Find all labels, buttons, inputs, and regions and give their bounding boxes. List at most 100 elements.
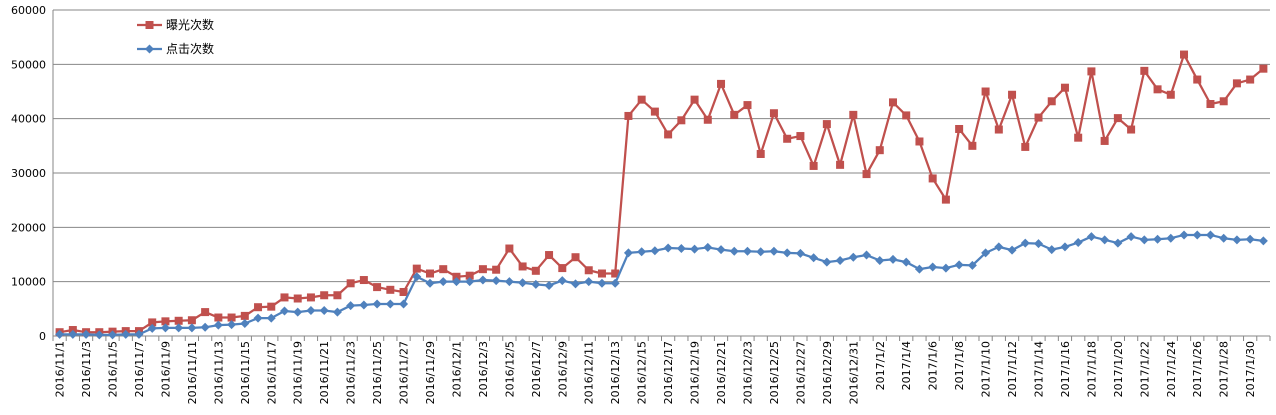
- data-point: [201, 308, 210, 317]
- data-point: [439, 265, 448, 274]
- x-tick-label: 2016/12/23: [741, 341, 754, 404]
- data-point: [571, 279, 581, 289]
- data-point: [213, 320, 223, 330]
- x-tick-label: 2017/1/6: [927, 341, 940, 390]
- data-point: [240, 311, 249, 320]
- x-tick-label: 2016/12/3: [477, 341, 490, 397]
- data-point: [888, 254, 898, 264]
- y-tick-label: 60000: [11, 4, 46, 17]
- data-point: [161, 317, 170, 326]
- data-point: [769, 109, 778, 118]
- x-tick-label: 2016/11/17: [265, 341, 278, 404]
- data-point: [637, 247, 647, 257]
- data-point: [1219, 233, 1229, 243]
- data-point: [94, 330, 104, 340]
- data-point: [1113, 238, 1123, 248]
- data-point: [545, 251, 554, 260]
- series-1: [55, 230, 1268, 340]
- data-point: [809, 161, 818, 170]
- data-point: [743, 101, 752, 110]
- data-point: [465, 277, 475, 287]
- data-point: [1100, 235, 1110, 245]
- series-0: [55, 50, 1268, 337]
- data-point: [994, 242, 1004, 252]
- data-point: [187, 316, 196, 325]
- x-tick-label: 2017/1/26: [1191, 341, 1204, 397]
- y-tick-label: 10000: [11, 276, 46, 289]
- x-tick-label: 2017/1/16: [1059, 341, 1072, 397]
- data-point: [637, 95, 646, 104]
- data-point: [359, 300, 369, 310]
- data-point: [1179, 230, 1189, 240]
- data-point: [491, 276, 501, 286]
- data-point: [968, 141, 977, 150]
- data-point: [981, 87, 990, 96]
- data-point: [862, 170, 871, 179]
- data-point: [690, 244, 700, 254]
- data-point: [148, 318, 157, 327]
- data-point: [306, 293, 315, 302]
- data-point: [663, 243, 673, 253]
- data-point: [465, 271, 474, 280]
- x-tick-label: 2016/11/25: [371, 341, 384, 404]
- series-layer: [55, 50, 1268, 340]
- x-tick-label: 2017/1/24: [1165, 341, 1178, 397]
- legend-swatch-marker: [145, 21, 154, 29]
- data-point: [928, 174, 937, 183]
- data-point: [875, 255, 885, 265]
- data-point: [836, 160, 845, 169]
- data-point: [320, 291, 329, 300]
- data-point: [557, 276, 567, 286]
- x-tick-label: 2016/12/25: [768, 341, 781, 404]
- data-point: [1008, 90, 1017, 99]
- data-point: [1060, 242, 1070, 252]
- data-point: [981, 248, 991, 258]
- x-tick-label: 2017/1/4: [900, 341, 913, 390]
- data-point: [941, 195, 950, 204]
- data-point: [928, 262, 938, 272]
- data-point: [1153, 234, 1163, 244]
- x-tick-label: 2016/12/29: [821, 341, 834, 404]
- data-point: [584, 277, 594, 287]
- x-tick-label: 2016/11/21: [318, 341, 331, 404]
- data-point: [1034, 113, 1043, 122]
- data-point: [1047, 245, 1057, 255]
- data-point: [1153, 85, 1162, 94]
- data-point: [1100, 136, 1109, 145]
- x-tick-label: 2016/11/3: [80, 341, 93, 397]
- data-point: [1140, 66, 1149, 75]
- x-tick-label: 2017/1/20: [1112, 341, 1125, 397]
- x-tick-label: 2016/12/27: [794, 341, 807, 404]
- data-point: [584, 266, 593, 275]
- data-point: [650, 107, 659, 116]
- data-point: [1258, 236, 1268, 246]
- data-point: [531, 266, 540, 275]
- data-point: [253, 313, 263, 323]
- data-point: [174, 316, 183, 325]
- x-tick-label: 2017/1/18: [1085, 341, 1098, 397]
- data-point: [1193, 75, 1202, 84]
- data-point: [240, 319, 250, 329]
- data-point: [1219, 97, 1228, 106]
- data-point: [254, 303, 263, 312]
- data-point: [1205, 230, 1215, 240]
- x-tick-label: 2017/1/22: [1138, 341, 1151, 397]
- data-point: [610, 278, 620, 288]
- data-point: [703, 242, 713, 252]
- data-point: [796, 132, 805, 141]
- x-tick-label: 2016/11/15: [239, 341, 252, 404]
- x-tick-label: 2016/11/19: [292, 341, 305, 404]
- data-point: [1060, 83, 1069, 92]
- data-point: [518, 262, 527, 271]
- data-point: [267, 302, 276, 311]
- data-point: [55, 329, 65, 339]
- data-point: [1180, 50, 1189, 59]
- x-tick-label: 2016/12/21: [715, 341, 728, 404]
- data-point: [306, 305, 316, 315]
- data-point: [558, 264, 567, 273]
- data-point: [822, 120, 831, 129]
- data-point: [1020, 238, 1030, 248]
- data-point: [915, 137, 924, 146]
- data-point: [280, 293, 289, 302]
